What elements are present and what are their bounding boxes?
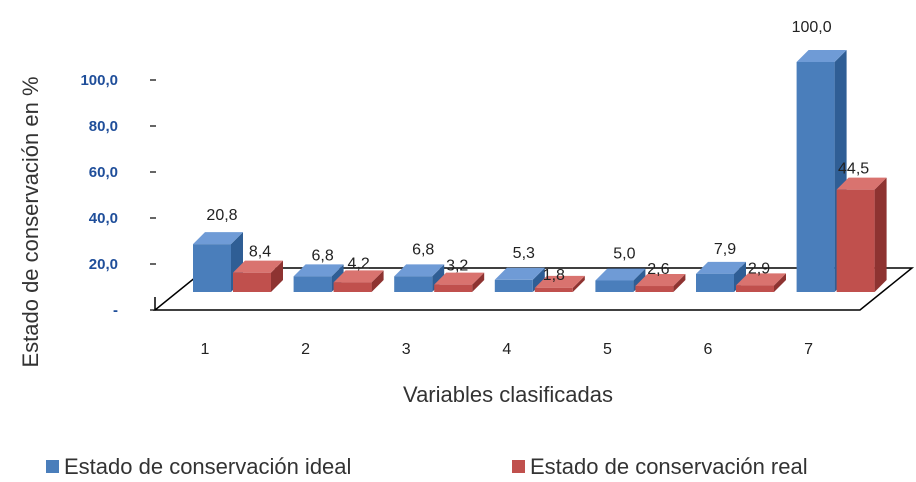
- bar-real: [333, 270, 384, 292]
- bar-top: [736, 273, 786, 286]
- bar-top: [696, 261, 746, 274]
- legend-label-real: Estado de conservación real: [530, 454, 808, 479]
- x-tick-label: 5: [603, 341, 612, 358]
- bar-front: [635, 286, 674, 292]
- data-label-real: 2,6: [647, 261, 669, 278]
- bar-ideal: [494, 267, 545, 292]
- bars: [193, 50, 887, 292]
- bar-top: [333, 270, 384, 283]
- bar-side: [472, 272, 485, 292]
- bar-ideal: [293, 264, 344, 292]
- bar-side: [572, 275, 585, 292]
- bar-top: [394, 264, 445, 277]
- y-tick-label: 20,0: [89, 256, 118, 273]
- bar-front: [836, 189, 875, 292]
- bar-front: [293, 276, 332, 292]
- bar-real: [635, 274, 686, 292]
- bar-side: [371, 270, 384, 292]
- bar-side: [532, 267, 545, 292]
- bar-top: [193, 232, 243, 245]
- y-axis: - 20,0 40,0 60,0 80,0 100,0: [80, 72, 156, 319]
- bar-front: [233, 272, 271, 292]
- y-tick-label: 100,0: [80, 72, 118, 89]
- bar-real: [434, 272, 485, 292]
- y-tick-label: 60,0: [89, 164, 118, 181]
- bar-front: [193, 244, 231, 292]
- bar-front: [696, 273, 734, 292]
- y-tick-label: 80,0: [89, 118, 118, 135]
- bar-front: [534, 287, 573, 292]
- data-label-ideal: 6,8: [412, 241, 434, 258]
- bar-real: [836, 177, 887, 292]
- data-label-real: 4,2: [347, 255, 369, 272]
- bar-top: [796, 50, 847, 62]
- data-label-real: 44,5: [838, 161, 869, 178]
- bar-top: [494, 267, 545, 280]
- x-tick-label: 3: [402, 341, 411, 358]
- data-label-real: 1,8: [543, 267, 565, 284]
- data-label-ideal: 6,8: [311, 247, 333, 264]
- x-tick-label: 6: [704, 341, 713, 358]
- bar-top: [595, 268, 646, 281]
- bar-real: [736, 273, 786, 292]
- bar-side: [774, 273, 786, 292]
- bar-real: [233, 260, 283, 292]
- data-label-ideal: 5,3: [513, 245, 535, 262]
- data-label-ideal: 5,0: [613, 246, 635, 263]
- bar-front: [333, 282, 372, 292]
- y-tick-label: 40,0: [89, 210, 118, 227]
- bar-ideal: [394, 264, 445, 292]
- bar-top: [434, 272, 485, 285]
- chart-floor: [152, 267, 915, 311]
- data-label-real: 2,9: [748, 260, 770, 277]
- bar-top: [635, 274, 686, 287]
- legend-swatch-real: [512, 460, 525, 473]
- data-label-ideal: 7,9: [714, 241, 736, 258]
- bar-front: [796, 62, 835, 292]
- bar-top: [534, 275, 585, 288]
- floor-outline: [152, 267, 915, 311]
- data-labels: 20,8 8,4 6,8 4,2 6,8 3,2 5,3 1,8 5,0 2,6 7,9 2,9 100…: [206, 19, 869, 284]
- x-tick-label: 1: [201, 341, 210, 358]
- bar-top: [233, 260, 283, 273]
- bar-top: [836, 177, 887, 190]
- bar-real: [534, 275, 585, 292]
- y-tick-label: -: [113, 302, 118, 319]
- bar-top: [293, 264, 344, 277]
- data-label-real: 8,4: [249, 244, 271, 261]
- x-axis-title: Variables clasificadas: [403, 382, 613, 407]
- bar-front: [394, 276, 433, 292]
- bar-side: [271, 260, 283, 292]
- x-axis: 1 2 3 4 5 6 7: [201, 341, 814, 358]
- bar-front: [736, 285, 774, 292]
- x-tick-label: 7: [804, 341, 813, 358]
- data-label-ideal: 20,8: [206, 207, 237, 224]
- legend-label-ideal: Estado de conservación ideal: [64, 454, 351, 479]
- bar-front: [434, 284, 473, 292]
- data-label-real: 3,2: [446, 258, 468, 275]
- data-label-ideal: 100,0: [792, 19, 832, 36]
- bar-front: [595, 280, 634, 292]
- bar-ideal: [193, 232, 243, 292]
- legend-swatch-ideal: [46, 460, 59, 473]
- legend: Estado de conservación ideal Estado de c…: [46, 454, 808, 479]
- y-axis-title: Estado de conservación en %: [18, 76, 43, 367]
- bar-side: [673, 274, 686, 292]
- x-tick-label: 2: [301, 341, 310, 358]
- bar-front: [494, 279, 533, 292]
- bar-side: [874, 177, 887, 292]
- x-tick-label: 4: [502, 341, 511, 358]
